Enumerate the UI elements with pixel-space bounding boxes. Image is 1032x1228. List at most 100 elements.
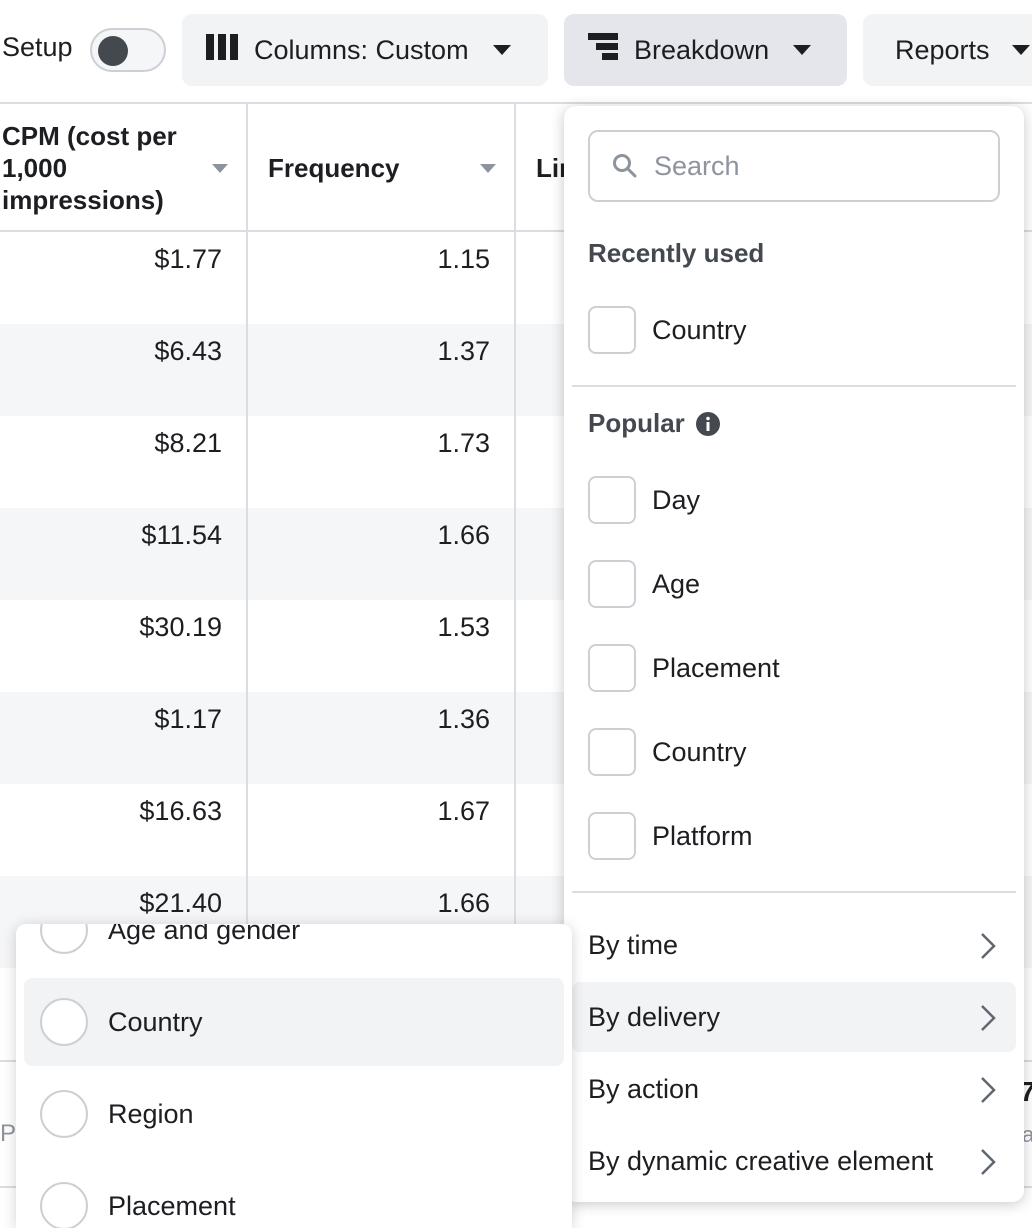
breakdown-dropdown: Search Recently used Country Popular Day… xyxy=(564,106,1024,1202)
table-row: $1.77 1.15 xyxy=(0,232,1032,324)
chevron-right-icon xyxy=(981,1005,996,1031)
divider xyxy=(572,891,1016,893)
nav-by-dynamic-creative-element[interactable]: By dynamic creative element xyxy=(572,1126,1016,1196)
radio-button[interactable] xyxy=(40,998,88,1046)
checkbox-day[interactable]: Day xyxy=(588,476,700,524)
cell-frequency: 1.53 xyxy=(437,612,490,642)
chevron-down-icon xyxy=(492,45,511,55)
checkbox-recent-country[interactable]: Country xyxy=(588,306,747,354)
divider xyxy=(572,385,1016,387)
chevron-down-icon xyxy=(793,45,812,55)
cell-frequency: 1.66 xyxy=(437,888,490,918)
table-row: $8.21 1.73 xyxy=(0,416,1032,508)
checkbox[interactable] xyxy=(588,728,636,776)
checkbox[interactable] xyxy=(588,306,636,354)
search-placeholder: Search xyxy=(654,150,740,181)
radio-age-and-gender[interactable]: Age and gender xyxy=(24,924,564,974)
setup-toggle[interactable] xyxy=(90,28,166,72)
info-icon[interactable] xyxy=(695,411,721,437)
reports-label: Reports xyxy=(895,34,990,65)
cell-cpm: $30.19 xyxy=(139,612,222,642)
checkbox-label: Placement xyxy=(652,652,780,683)
chevron-down-icon xyxy=(1011,45,1030,55)
checkbox-placement[interactable]: Placement xyxy=(588,644,780,692)
sort-icon[interactable] xyxy=(480,164,496,173)
radio-label: Placement xyxy=(108,1190,236,1221)
popular-title: Popular xyxy=(588,408,721,439)
radio-placement[interactable]: Placement xyxy=(24,1162,564,1228)
radio-country[interactable]: Country xyxy=(24,978,564,1066)
radio-button[interactable] xyxy=(40,924,88,954)
columns-button[interactable]: Columns: Custom xyxy=(182,14,548,86)
radio-region[interactable]: Region xyxy=(24,1070,564,1158)
table-row: $30.19 1.53 xyxy=(0,600,1032,692)
checkbox-country[interactable]: Country xyxy=(588,728,747,776)
radio-label: Country xyxy=(108,1006,203,1037)
nav-by-time[interactable]: By time xyxy=(572,910,1016,980)
checkbox[interactable] xyxy=(588,644,636,692)
cell-cpm: $8.21 xyxy=(154,428,222,458)
column-divider xyxy=(246,102,248,968)
table-row: $16.63 1.67 xyxy=(0,784,1032,876)
chevron-right-icon xyxy=(981,933,996,959)
checkbox[interactable] xyxy=(588,812,636,860)
checkbox-platform[interactable]: Platform xyxy=(588,812,753,860)
breakdown-label: Breakdown xyxy=(634,34,770,65)
checkbox-label: Day xyxy=(652,484,701,515)
section-title-label: Recently used xyxy=(588,238,765,268)
breakdown-button[interactable]: Breakdown xyxy=(564,14,847,86)
search-input[interactable]: Search xyxy=(588,130,1000,202)
nav-by-action[interactable]: By action xyxy=(572,1054,1016,1124)
cell-frequency: 1.15 xyxy=(437,244,490,274)
cell-cpm: $21.40 xyxy=(139,888,222,918)
radio-button[interactable] xyxy=(40,1182,88,1228)
cell-frequency: 1.36 xyxy=(437,704,490,734)
cell-cpm: $1.17 xyxy=(154,704,222,734)
checkbox-label: Country xyxy=(652,314,747,345)
recently-used-title: Recently used xyxy=(588,238,764,269)
column-header-label: Frequency xyxy=(268,153,400,183)
toolbar: Setup Columns: Custom Breakdown Reports xyxy=(0,0,1032,102)
column-divider xyxy=(514,102,516,968)
cell-cpm: $11.54 xyxy=(141,520,222,550)
columns-icon xyxy=(206,33,238,67)
reports-button[interactable]: Reports xyxy=(863,14,1032,86)
cell-cpm: $6.43 xyxy=(154,336,222,366)
toggle-knob xyxy=(98,36,128,66)
footer-partial-sub: a xyxy=(1022,1122,1032,1147)
delivery-submenu: Age and gender Country Region Placement xyxy=(16,924,572,1228)
cell-cpm: $1.77 xyxy=(154,244,222,274)
nav-by-delivery[interactable]: By delivery xyxy=(572,982,1016,1052)
nav-label: By dynamic creative element xyxy=(588,1145,934,1176)
section-title-label: Popular xyxy=(588,408,685,438)
checkbox-label: Age xyxy=(652,568,701,599)
cell-frequency: 1.37 xyxy=(437,336,490,366)
nav-label: By time xyxy=(588,929,679,960)
column-header-label: CPM (cost per 1,000 impressions) xyxy=(2,121,177,215)
column-header-label: Lir xyxy=(536,153,570,183)
setup-label: Setup xyxy=(2,32,73,62)
footer-partial-text: P xyxy=(0,1120,17,1147)
chevron-right-icon xyxy=(981,1149,996,1175)
radio-label: Region xyxy=(108,1098,194,1129)
cell-frequency: 1.67 xyxy=(437,796,490,826)
checkbox[interactable] xyxy=(588,476,636,524)
nav-label: By delivery xyxy=(588,1001,721,1032)
nav-label: By action xyxy=(588,1073,700,1104)
checkbox-label: Platform xyxy=(652,820,753,851)
radio-label: Age and gender xyxy=(108,924,301,945)
breakdown-icon xyxy=(588,32,618,68)
checkbox-age[interactable]: Age xyxy=(588,560,700,608)
cell-frequency: 1.73 xyxy=(437,428,490,458)
chevron-right-icon xyxy=(981,1077,996,1103)
sort-icon[interactable] xyxy=(212,164,228,173)
cell-cpm: $16.63 xyxy=(139,796,222,826)
columns-label: Columns: Custom xyxy=(254,34,469,65)
radio-button[interactable] xyxy=(40,1090,88,1138)
column-header-partial[interactable]: Lir xyxy=(516,104,576,232)
search-icon xyxy=(613,154,637,178)
column-header-frequency[interactable]: Frequency xyxy=(248,104,514,232)
checkbox[interactable] xyxy=(588,560,636,608)
checkbox-label: Country xyxy=(652,736,747,767)
column-header-cpm[interactable]: CPM (cost per 1,000 impressions) xyxy=(0,104,246,232)
